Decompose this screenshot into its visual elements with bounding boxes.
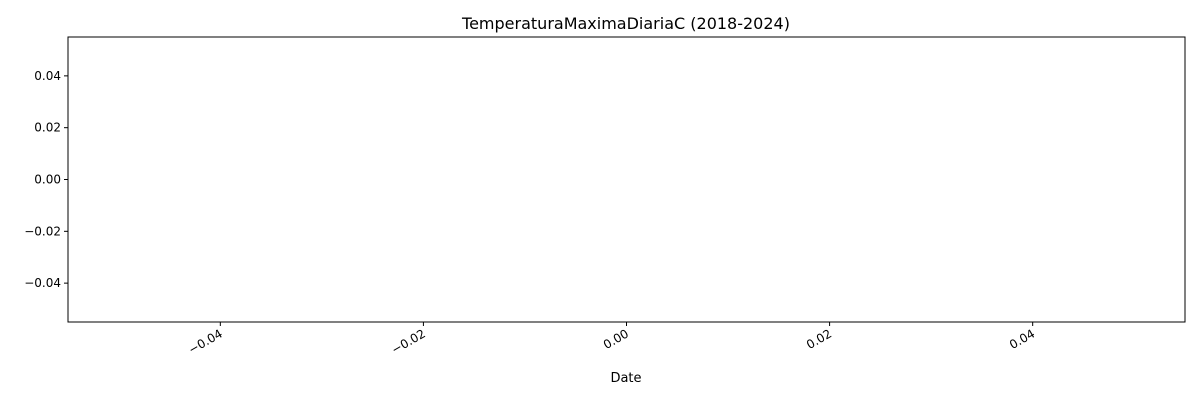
y-axis: −0.04 −0.02 0.00 0.02 0.04: [24, 69, 68, 290]
plot-area: [67, 36, 1186, 323]
y-tick-label: 0.00: [34, 173, 61, 187]
y-tick-label: −0.04: [24, 276, 61, 290]
chart-title: TemperaturaMaximaDiariaC (2018-2024): [461, 14, 790, 33]
x-axis-label: Date: [610, 371, 641, 386]
y-tick-label: 0.02: [34, 121, 61, 135]
y-tick-label: −0.02: [24, 224, 61, 238]
y-tick-label: 0.04: [34, 69, 61, 83]
